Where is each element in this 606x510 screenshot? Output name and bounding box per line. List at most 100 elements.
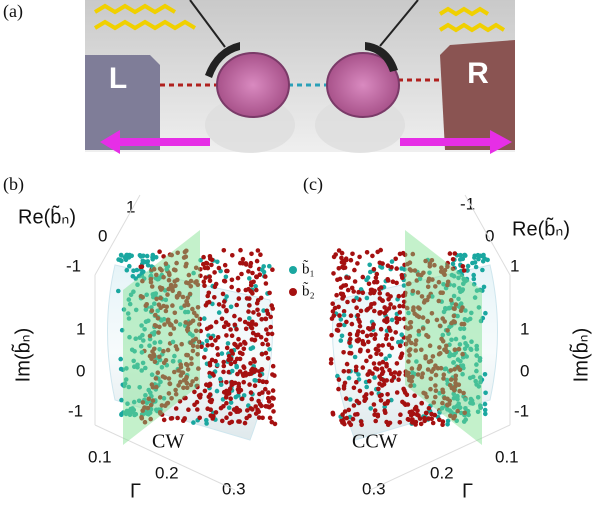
point <box>241 380 246 385</box>
point <box>386 263 391 268</box>
point <box>377 381 382 386</box>
point <box>174 406 179 411</box>
point <box>175 416 180 421</box>
point <box>157 249 162 254</box>
point <box>208 257 213 262</box>
point <box>244 261 249 266</box>
point <box>251 310 256 315</box>
point <box>217 310 222 315</box>
point <box>267 347 272 352</box>
point <box>249 406 254 411</box>
point <box>331 271 336 276</box>
point <box>340 334 345 339</box>
tick-label: 0 <box>98 226 107 245</box>
point <box>230 253 235 258</box>
point <box>345 362 350 367</box>
point <box>264 327 269 332</box>
point <box>376 387 381 392</box>
point <box>267 291 272 296</box>
point <box>332 255 337 260</box>
point <box>211 414 216 419</box>
point <box>224 380 229 385</box>
point <box>216 335 221 340</box>
point <box>229 400 234 405</box>
point <box>236 382 241 387</box>
point <box>377 361 382 366</box>
point <box>235 345 240 350</box>
axis-label: Re(b̃ₙ) <box>512 217 570 240</box>
point <box>251 345 256 350</box>
point <box>368 327 373 332</box>
resonator <box>217 53 289 117</box>
point <box>204 303 209 308</box>
point <box>366 275 371 280</box>
point <box>431 421 436 426</box>
point <box>140 264 145 269</box>
point <box>212 295 217 300</box>
point <box>481 259 486 264</box>
point <box>429 417 434 422</box>
point <box>250 271 255 276</box>
point <box>255 308 260 313</box>
point <box>372 402 377 407</box>
point <box>384 362 389 367</box>
point <box>245 296 250 301</box>
point <box>253 404 258 409</box>
point <box>229 349 234 354</box>
point <box>370 254 375 259</box>
point <box>236 409 241 414</box>
legend-label: b̃₂ <box>302 282 315 300</box>
point <box>451 262 456 267</box>
point <box>372 267 377 272</box>
point <box>354 380 359 385</box>
point <box>256 312 261 317</box>
point <box>207 291 212 296</box>
point <box>249 261 254 266</box>
point <box>238 317 243 322</box>
point <box>238 261 243 266</box>
point <box>361 330 366 335</box>
point <box>410 417 415 422</box>
point <box>220 351 225 356</box>
point <box>236 337 241 342</box>
point <box>151 253 156 258</box>
point <box>336 387 341 392</box>
point <box>198 393 203 398</box>
point <box>259 335 264 340</box>
point <box>378 291 383 296</box>
point <box>238 248 243 253</box>
point <box>369 333 374 338</box>
tick-label: -1 <box>460 194 475 213</box>
point <box>405 393 410 398</box>
point <box>202 355 207 360</box>
point <box>247 382 252 387</box>
point <box>228 327 233 332</box>
point <box>378 296 383 301</box>
point <box>386 278 391 283</box>
point <box>270 267 275 272</box>
point <box>483 391 488 396</box>
point <box>398 310 403 315</box>
point <box>261 379 266 384</box>
point <box>212 270 217 275</box>
point <box>271 409 276 414</box>
point <box>393 330 398 335</box>
figure: (a) L R (b) Re(b̃ₙ) 1 0 -1 Im(b̃ₙ) 1 0 -… <box>0 0 606 510</box>
point <box>395 361 400 366</box>
point <box>192 403 197 408</box>
point <box>336 323 341 328</box>
point <box>259 317 264 322</box>
point <box>252 338 257 343</box>
axis-label: Γ <box>130 480 141 502</box>
tick-label: 1 <box>510 256 519 275</box>
point <box>258 252 263 257</box>
point <box>221 304 226 309</box>
point <box>365 334 370 339</box>
point <box>398 420 403 425</box>
point <box>242 366 247 371</box>
point <box>344 416 349 421</box>
point <box>224 320 229 325</box>
point <box>375 250 380 255</box>
point <box>419 401 424 406</box>
point <box>234 303 239 308</box>
